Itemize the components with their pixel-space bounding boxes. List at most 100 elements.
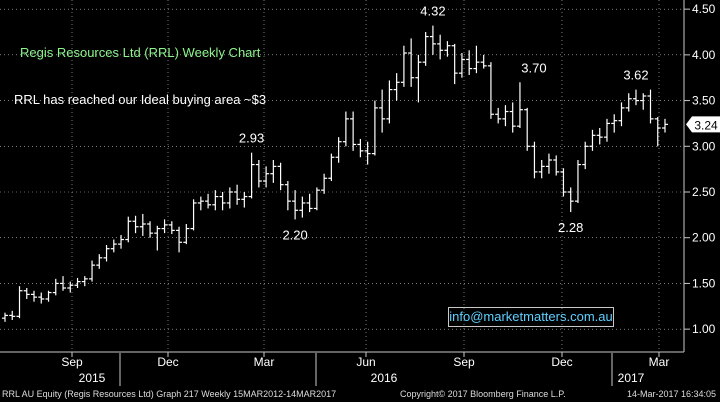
ohlc-bar — [473, 45, 480, 74]
ohlc-bar — [574, 160, 581, 203]
ohlc-bar — [23, 288, 30, 299]
email-contact: info@marketmatters.com.au — [448, 307, 614, 327]
ohlc-bar — [335, 137, 342, 163]
ohlc-bar — [640, 93, 647, 110]
ohlc-bar — [502, 105, 509, 127]
y-tick-label: 3.50 — [692, 94, 716, 108]
ohlc-bar — [277, 162, 284, 191]
ohlc-bar — [197, 196, 204, 211]
price-annotation: 2.20 — [282, 227, 307, 242]
x-month-label: Mar — [649, 355, 670, 369]
ohlc-bar — [393, 73, 400, 101]
ohlc-bar — [212, 190, 219, 211]
ohlc-bar — [553, 155, 560, 176]
ohlc-bar — [487, 62, 494, 119]
ohlc-bar — [154, 225, 161, 251]
ohlc-bar — [647, 89, 654, 124]
ohlc-bar — [263, 166, 270, 188]
ohlc-bar — [255, 160, 262, 188]
x-month-label: Dec — [157, 355, 178, 369]
ohlc-bar — [190, 199, 197, 231]
x-month-label: Mar — [254, 355, 275, 369]
ohlc-bar — [16, 286, 23, 319]
ohlc-bar — [458, 53, 465, 78]
x-year-label: 2015 — [79, 371, 106, 385]
last-price-label: 3.24 — [694, 118, 718, 132]
x-year-label: 2016 — [371, 371, 398, 385]
y-tick-label: 1.00 — [692, 322, 716, 336]
ohlc-bar — [139, 213, 146, 236]
ohlc-bar — [161, 219, 168, 234]
ohlc-bar — [451, 43, 458, 85]
chart-title: Regis Resources Ltd (RRL) Weekly Chart — [20, 45, 261, 60]
ohlc-bar — [429, 25, 436, 55]
ohlc-bar — [74, 277, 81, 288]
ohlc-bar — [103, 245, 110, 262]
ohlc-bar — [125, 216, 132, 243]
ohlc-bar — [444, 41, 451, 57]
ohlc-bar — [306, 193, 313, 213]
ohlc-bar — [625, 93, 632, 112]
ohlc-bar — [596, 128, 603, 145]
ohlc-bar — [176, 226, 183, 253]
ohlc-bar — [538, 160, 545, 179]
ohlc-bar — [284, 181, 291, 211]
ohlc-bar — [168, 221, 175, 235]
ohlc-bar — [632, 89, 639, 106]
chart-subtitle: RRL has reached our Ideal buying area ~$… — [14, 92, 266, 107]
ohlc-bar — [371, 100, 378, 156]
ohlc-bar — [364, 141, 371, 165]
weekly-ohlc-chart: 1.00 1.50 2.00 2.50 3.00 3.50 4.00 4.50 3.24 Sep… — [0, 0, 720, 386]
ohlc-bar — [270, 160, 277, 183]
x-axis: Sep Dec Mar Jun Sep Dec Mar 2015 2016 2017 — [0, 351, 684, 386]
ohlc-bar — [52, 278, 59, 296]
y-tick-label: 3.00 — [692, 139, 716, 153]
ohlc-bar — [466, 50, 473, 75]
x-year-label: 2017 — [618, 371, 645, 385]
ohlc-bar — [96, 254, 103, 269]
price-annotation: 4.32 — [420, 4, 445, 19]
ohlc-bar — [205, 193, 212, 209]
ohlc-bar — [415, 54, 422, 103]
ohlc-bar — [45, 290, 52, 302]
x-month-label: Sep — [61, 355, 83, 369]
ohlc-bar — [321, 173, 328, 194]
y-tick-label: 4.00 — [692, 48, 716, 62]
ohlc-bar — [241, 192, 248, 208]
gridlines — [0, 0, 684, 352]
ohlc-bar — [110, 239, 117, 253]
ohlc-bar — [531, 141, 538, 179]
ohlc-bar — [183, 224, 190, 245]
footer-right: 14-Mar-2017 16:34:05 — [626, 389, 716, 399]
ohlc-bar — [524, 107, 531, 151]
ohlc-bar — [611, 114, 618, 133]
ohlc-bar — [234, 184, 241, 205]
ohlc-bar — [654, 117, 661, 147]
ohlc-bar — [582, 141, 589, 170]
price-annotation: 3.62 — [623, 68, 648, 83]
last-price-box — [686, 116, 720, 133]
ohlc-bar — [379, 89, 386, 133]
ohlc-bar — [292, 190, 299, 220]
ohlc-bar — [313, 187, 320, 211]
ohlc-bar — [81, 276, 88, 287]
ohlc-bar — [67, 281, 74, 293]
ohlc-bar — [248, 152, 255, 199]
ohlc-bar — [357, 138, 364, 158]
footer-center: Copyright© 2017 Bloomberg Finance L.P. — [400, 389, 566, 399]
ohlc-bar — [132, 215, 139, 234]
ohlc-bar — [516, 82, 523, 128]
ohlc-bar — [147, 221, 154, 238]
y-tick-label: 1.50 — [692, 276, 716, 290]
ohlc-bar — [495, 107, 502, 124]
ohlc-bar — [89, 260, 96, 282]
y-tick-label: 2.50 — [692, 185, 716, 199]
x-month-label: Sep — [453, 355, 475, 369]
ohlc-bar — [567, 187, 574, 213]
ohlc-bar — [350, 111, 357, 151]
ohlc-bar — [118, 234, 125, 249]
price-annotation: 2.28 — [558, 220, 583, 235]
annotations: 2.93 2.20 4.32 3.70 2.28 3.62 — [239, 4, 649, 243]
ohlc-bar — [400, 45, 407, 87]
footer-bar: RRL AU Equity (Regis Resources Ltd) Grap… — [0, 386, 720, 402]
